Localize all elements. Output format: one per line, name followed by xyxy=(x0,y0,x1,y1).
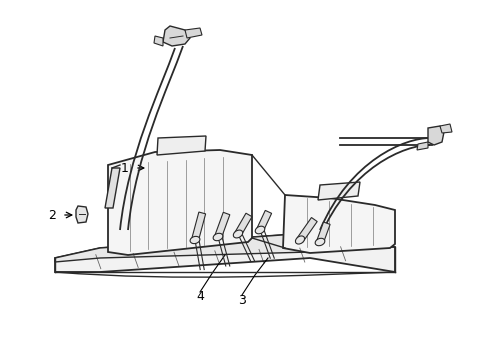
Polygon shape xyxy=(439,124,451,133)
Polygon shape xyxy=(235,213,251,236)
Polygon shape xyxy=(105,168,120,208)
Ellipse shape xyxy=(233,230,242,238)
Ellipse shape xyxy=(295,236,304,244)
Ellipse shape xyxy=(314,238,324,246)
Polygon shape xyxy=(55,233,394,272)
Polygon shape xyxy=(427,126,443,145)
Polygon shape xyxy=(283,195,394,253)
Polygon shape xyxy=(256,210,271,231)
Polygon shape xyxy=(416,142,427,150)
Polygon shape xyxy=(184,28,202,38)
Polygon shape xyxy=(297,217,317,242)
Ellipse shape xyxy=(190,237,200,244)
Ellipse shape xyxy=(255,226,264,234)
Polygon shape xyxy=(154,36,163,46)
Polygon shape xyxy=(191,212,205,241)
Text: 1: 1 xyxy=(121,162,129,175)
Polygon shape xyxy=(76,206,88,223)
Polygon shape xyxy=(214,212,229,238)
Text: 3: 3 xyxy=(238,293,245,306)
Polygon shape xyxy=(55,233,394,262)
Polygon shape xyxy=(316,222,329,243)
Polygon shape xyxy=(157,136,205,155)
Polygon shape xyxy=(108,150,251,255)
Polygon shape xyxy=(163,26,190,46)
Text: 2: 2 xyxy=(48,208,56,221)
Text: 4: 4 xyxy=(196,291,203,303)
Polygon shape xyxy=(317,182,359,200)
Ellipse shape xyxy=(213,233,223,241)
